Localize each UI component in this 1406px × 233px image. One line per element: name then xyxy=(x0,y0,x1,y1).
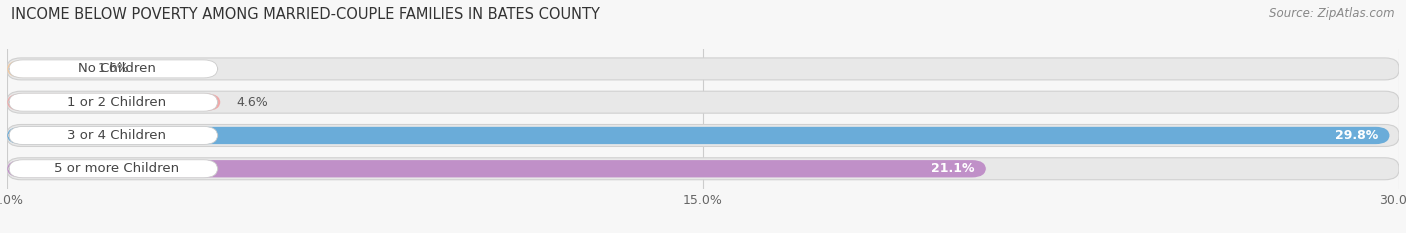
Text: INCOME BELOW POVERTY AMONG MARRIED-COUPLE FAMILIES IN BATES COUNTY: INCOME BELOW POVERTY AMONG MARRIED-COUPL… xyxy=(11,7,600,22)
FancyBboxPatch shape xyxy=(7,60,82,78)
Text: Source: ZipAtlas.com: Source: ZipAtlas.com xyxy=(1270,7,1395,20)
FancyBboxPatch shape xyxy=(7,158,1399,180)
FancyBboxPatch shape xyxy=(7,124,1399,147)
Text: No Children: No Children xyxy=(79,62,156,75)
Text: 5 or more Children: 5 or more Children xyxy=(55,162,180,175)
FancyBboxPatch shape xyxy=(7,58,1399,80)
FancyBboxPatch shape xyxy=(8,127,218,144)
Text: 21.1%: 21.1% xyxy=(931,162,974,175)
Text: 3 or 4 Children: 3 or 4 Children xyxy=(67,129,166,142)
FancyBboxPatch shape xyxy=(7,91,1399,113)
FancyBboxPatch shape xyxy=(8,60,218,78)
FancyBboxPatch shape xyxy=(8,160,218,178)
FancyBboxPatch shape xyxy=(7,160,986,177)
Text: 1.6%: 1.6% xyxy=(97,62,129,75)
FancyBboxPatch shape xyxy=(8,93,218,111)
Text: 29.8%: 29.8% xyxy=(1334,129,1378,142)
FancyBboxPatch shape xyxy=(7,127,1389,144)
Text: 1 or 2 Children: 1 or 2 Children xyxy=(67,96,166,109)
Text: 4.6%: 4.6% xyxy=(236,96,269,109)
FancyBboxPatch shape xyxy=(7,93,221,111)
